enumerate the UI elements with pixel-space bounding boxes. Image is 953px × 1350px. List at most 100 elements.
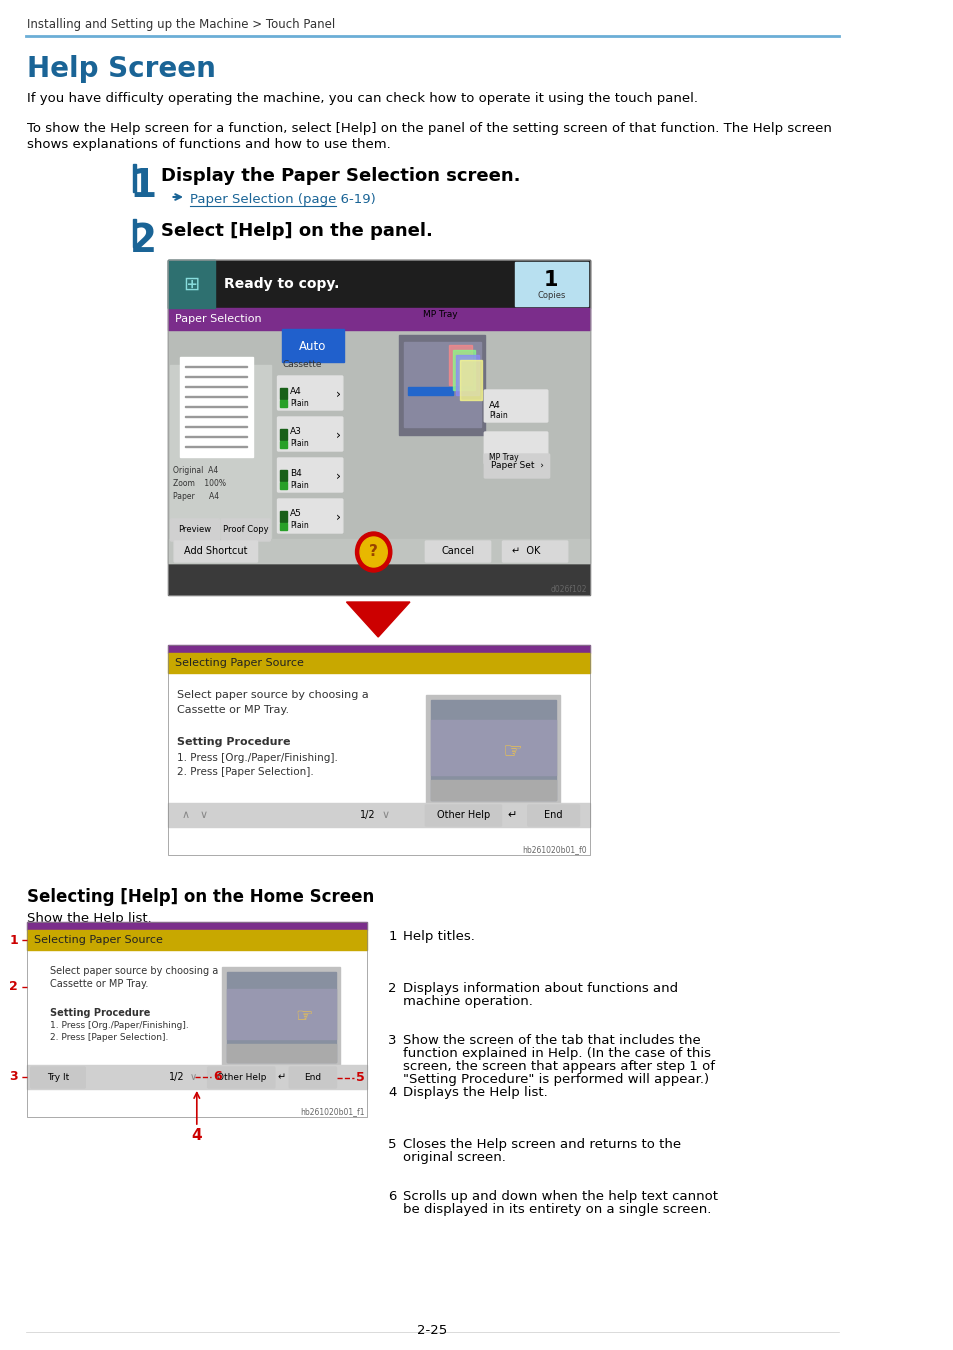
Bar [280,470,286,481]
Text: original screen.: original screen. [402,1152,505,1164]
Text: Displays the Help list.: Displays the Help list. [402,1085,547,1099]
Text: If you have difficulty operating the machine, you can check how to operate it us: If you have difficulty operating the mac… [28,92,698,105]
Text: Other Help: Other Help [436,810,490,821]
Text: 2: 2 [130,221,156,261]
Text: Setting Procedure: Setting Procedure [50,1008,151,1018]
Bar [28,1065,367,1089]
Text: Selecting Paper Source: Selecting Paper Source [174,657,304,668]
Bar [185,396,247,397]
Bar [28,950,367,1089]
Text: 5: 5 [388,1138,396,1152]
FancyBboxPatch shape [221,518,270,541]
Text: Help Screen: Help Screen [28,55,216,82]
Text: 6: 6 [388,1189,396,1203]
Text: Ready to copy.: Ready to copy. [224,277,339,292]
Text: 1: 1 [10,933,18,946]
Circle shape [359,537,387,567]
Bar [28,930,367,950]
Text: ↵: ↵ [276,1072,285,1083]
Bar [168,645,589,653]
Text: Plain: Plain [290,440,309,448]
Text: ⊞: ⊞ [183,274,199,293]
Bar [280,441,286,448]
Text: 1. Press [Org./Paper/Finishing].: 1. Press [Org./Paper/Finishing]. [176,753,337,763]
Text: Display the Paper Selection screen.: Display the Paper Selection screen. [161,167,520,185]
Bar [282,329,343,362]
Bar [28,922,367,1116]
Text: Cassette or MP Tray.: Cassette or MP Tray. [50,979,148,990]
Bar [180,356,253,458]
Text: Cancel: Cancel [441,547,474,556]
Text: Plain: Plain [290,398,309,408]
FancyBboxPatch shape [171,518,219,541]
Bar [459,360,482,400]
Bar [168,261,589,595]
Bar [185,416,247,417]
Bar [515,262,587,306]
Text: ∨: ∨ [381,810,389,819]
Text: 1. Press [Org./Paper/Finishing].: 1. Press [Org./Paper/Finishing]. [50,1021,189,1030]
Text: ☞: ☞ [294,1007,313,1026]
Text: Copies: Copies [537,292,565,301]
Text: ›: › [335,387,340,401]
Text: screen, the screen that appears after step 1 of: screen, the screen that appears after st… [402,1060,714,1073]
Text: Selecting Paper Source: Selecting Paper Source [34,936,163,945]
Text: 1/2: 1/2 [359,810,375,819]
Bar [280,512,286,522]
Text: machine operation.: machine operation. [402,995,532,1008]
FancyBboxPatch shape [30,1066,85,1088]
Text: Zoom    100%: Zoom 100% [173,479,226,487]
Bar [185,386,247,387]
Text: Help titles.: Help titles. [402,930,474,944]
Text: Try It: Try It [47,1073,70,1081]
Bar [185,375,247,377]
Bar [133,163,136,192]
Text: Installing and Setting up the Machine > Touch Panel: Installing and Setting up the Machine > … [28,18,335,31]
Text: Auto: Auto [299,339,326,352]
Bar [227,972,335,1062]
Text: Scrolls up and down when the help text cannot: Scrolls up and down when the help text c… [402,1189,717,1203]
Bar [168,645,589,855]
Text: hb261020b01_f0: hb261020b01_f0 [521,845,586,855]
Bar [431,701,556,801]
Text: Selecting [Help] on the Home Screen: Selecting [Help] on the Home Screen [28,888,375,906]
Bar [280,482,286,489]
Text: 4: 4 [388,1085,396,1099]
FancyBboxPatch shape [289,1066,336,1088]
Text: B4: B4 [290,468,302,478]
Bar [168,803,589,828]
Bar [408,387,453,396]
Bar [185,425,247,427]
FancyBboxPatch shape [502,541,567,562]
Bar [168,674,589,828]
Text: 1/2: 1/2 [169,1072,185,1081]
FancyBboxPatch shape [425,541,490,562]
Text: Proof Copy: Proof Copy [223,525,269,535]
Bar [280,387,286,400]
Text: Plain: Plain [290,521,309,531]
FancyBboxPatch shape [277,458,342,491]
Text: End: End [304,1073,321,1081]
Bar [185,405,247,406]
FancyBboxPatch shape [527,805,578,826]
Text: 2: 2 [388,981,396,995]
Text: ∨: ∨ [200,810,208,819]
Bar [280,429,286,440]
Bar [168,261,214,308]
Text: Cassette: Cassette [282,360,321,369]
Text: d026f102: d026f102 [550,585,586,594]
Text: ∧: ∧ [182,810,190,819]
Text: shows explanations of functions and how to use them.: shows explanations of functions and how … [28,138,391,151]
Text: 2. Press [Paper Selection].: 2. Press [Paper Selection]. [50,1033,168,1042]
Bar [168,261,589,595]
Text: Show the Help list.: Show the Help list. [28,913,152,925]
Bar [168,645,589,855]
FancyBboxPatch shape [425,805,501,826]
Bar [28,922,367,930]
Text: 3: 3 [10,1071,18,1084]
Text: ☞: ☞ [502,743,522,761]
Text: Closes the Help screen and returns to the: Closes the Help screen and returns to th… [402,1138,680,1152]
Text: MP Tray: MP Tray [488,454,517,463]
Bar [456,355,478,396]
Bar [168,653,589,674]
